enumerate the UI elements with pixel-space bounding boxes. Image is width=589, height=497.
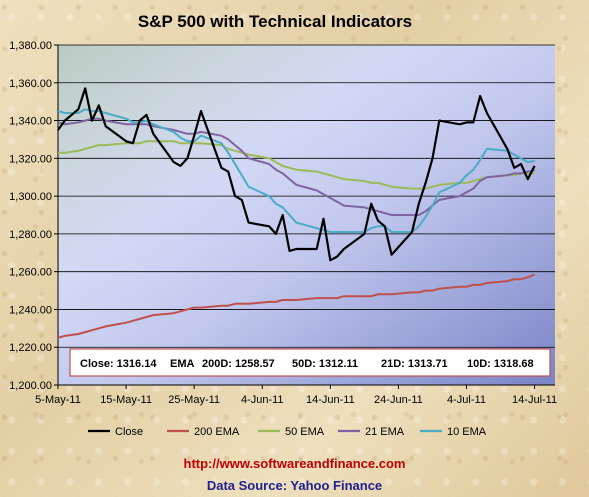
footer-source: Data Source: Yahoo Finance [206, 478, 383, 493]
axes [57, 45, 555, 386]
y-tick-label: 1,240.00 [9, 304, 52, 316]
plot-shade [58, 45, 555, 385]
series-line-21-ema [57, 117, 535, 216]
footer-url[interactable]: http://www.softwareandfinance.com [183, 456, 406, 471]
series-line-close [57, 87, 536, 262]
series-line-200-ema [57, 273, 535, 339]
gridlines [58, 44, 555, 348]
legend-label-10-ema: 10 EMA [447, 426, 487, 438]
legend: Close 200 EMA 50 EMA 21 EMA 10 EMA [88, 426, 487, 438]
y-tick-label: 1,360.00 [9, 78, 52, 90]
y-tick-label: 1,200.00 [9, 380, 52, 392]
series-line-10-ema [57, 108, 535, 233]
x-tick-labels: 5-May-11 15-May-11 25-May-11 4-Jun-11 14-Jun… [35, 385, 557, 406]
legend-label-200-ema: 200 EMA [194, 426, 240, 438]
x-tick-label: 4-Jun-11 [241, 394, 284, 406]
y-tick-label: 1,260.00 [9, 267, 52, 279]
series-lines [57, 87, 536, 339]
y-tick-labels: 1,200.00 1,220.00 1,240.00 1,260.00 1,280.00… [9, 40, 58, 392]
legend-label-close: Close [115, 426, 143, 438]
legend-label-50-ema: 50 EMA [285, 426, 325, 438]
y-tick-label: 1,320.00 [9, 153, 52, 165]
x-tick-label: 14-Jul-11 [512, 394, 557, 406]
x-tick-label: 14-Jun-11 [306, 394, 355, 406]
summary-box: Close: 1316.14 EMA 200D: 1258.57 50D: 13… [69, 348, 551, 377]
summary-ema-200: 200D: 1258.57 [202, 358, 275, 370]
y-tick-label: 1,220.00 [9, 342, 52, 354]
x-tick-label: 24-Jun-11 [374, 394, 423, 406]
summary-ema-10: 10D: 1318.68 [467, 358, 534, 370]
x-tick-label: 15-May-11 [100, 394, 152, 406]
x-tick-label: 4-Jul-11 [447, 394, 486, 406]
summary-ema-21: 21D: 1313.71 [381, 358, 448, 370]
x-tick-label: 25-May-11 [168, 394, 220, 406]
summary-ema-label: EMA [170, 358, 195, 370]
y-tick-label: 1,380.00 [9, 40, 52, 52]
y-tick-label: 1,280.00 [9, 229, 52, 241]
x-tick-label: 5-May-11 [35, 394, 81, 406]
series-line-50-ema [58, 140, 535, 190]
legend-label-21-ema: 21 EMA [365, 426, 405, 438]
y-tick-label: 1,300.00 [9, 191, 52, 203]
summary-close: Close: 1316.14 [80, 358, 157, 370]
chart-title: S&P 500 with Technical Indicators [138, 12, 412, 31]
summary-ema-50: 50D: 1312.11 [292, 358, 358, 370]
y-tick-label: 1,340.00 [9, 116, 52, 128]
